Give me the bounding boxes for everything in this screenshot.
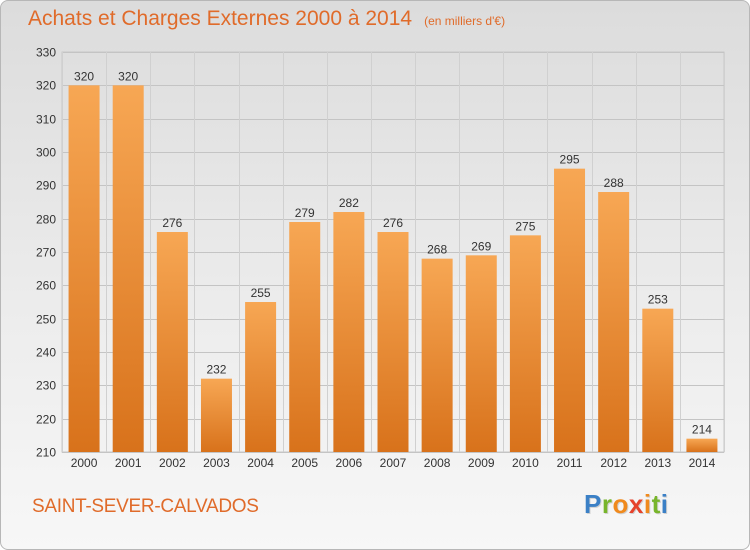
bar-value-label: 320 (74, 69, 94, 83)
x-tick-label: 2001 (115, 456, 142, 470)
bar (245, 302, 277, 452)
y-tick-label: 320 (36, 79, 56, 93)
bar-value-label: 255 (251, 286, 271, 300)
x-tick-label: 2009 (468, 456, 495, 470)
bar (421, 258, 453, 452)
bar-value-label: 276 (162, 216, 182, 230)
chart-unit: (en milliers d'€) (424, 14, 506, 28)
y-tick-label: 300 (36, 146, 56, 160)
x-tick-label: 2005 (291, 456, 318, 470)
x-tick-label: 2004 (247, 456, 274, 470)
y-tick-label: 220 (36, 413, 56, 427)
x-tick-label: 2014 (689, 456, 716, 470)
bar (554, 168, 586, 452)
bar (200, 378, 232, 452)
proxiti-logo: Proxiti (584, 489, 669, 519)
x-tick-label: 2003 (203, 456, 230, 470)
bar (465, 255, 497, 452)
chart-title: Achats et Charges Externes 2000 à 2014 (e… (28, 7, 505, 31)
bar (598, 192, 630, 452)
bar (333, 212, 365, 452)
x-tick-label: 2002 (159, 456, 186, 470)
x-tick-label: 2007 (380, 456, 407, 470)
y-tick-label: 330 (36, 46, 56, 60)
bar-value-label: 279 (295, 206, 315, 220)
y-tick-label: 290 (36, 179, 56, 193)
y-tick-label: 230 (36, 379, 56, 393)
bar-value-label: 232 (206, 363, 226, 377)
bar-value-label: 288 (604, 176, 624, 190)
y-tick-label: 210 (36, 446, 56, 460)
y-tick-label: 240 (36, 346, 56, 360)
bar (642, 308, 674, 452)
title-text: Achats et Charges Externes 2000 à 2014 (28, 7, 413, 30)
x-tick-label: 2006 (336, 456, 363, 470)
x-tick-label: 2010 (512, 456, 539, 470)
bar (68, 85, 100, 452)
x-tick-label: 2011 (557, 456, 583, 470)
bar-value-label: 275 (515, 219, 535, 233)
x-tick-label: 2013 (644, 456, 671, 470)
commune-name: SAINT-SEVER-CALVADOS (32, 496, 259, 517)
bar (156, 232, 188, 452)
x-tick-label: 2012 (600, 456, 627, 470)
bar (509, 235, 541, 452)
bar-value-label: 214 (692, 423, 712, 437)
x-tick-label: 2008 (424, 456, 451, 470)
y-tick-label: 250 (36, 313, 56, 327)
bar-value-label: 320 (118, 69, 138, 83)
x-tick-label: 2000 (71, 456, 98, 470)
bar-value-label: 253 (648, 293, 668, 307)
bar (289, 222, 321, 452)
y-tick-label: 280 (36, 213, 56, 227)
bar (112, 85, 144, 452)
bar-value-label: 268 (427, 243, 447, 257)
bar-value-label: 276 (383, 216, 403, 230)
bar (686, 438, 718, 452)
bar-value-label: 295 (560, 153, 580, 167)
bar-value-label: 269 (471, 239, 491, 253)
bar-value-label: 282 (339, 196, 359, 210)
bar (377, 232, 409, 452)
y-tick-label: 260 (36, 279, 56, 293)
y-tick-label: 310 (36, 113, 56, 127)
y-tick-label: 270 (36, 246, 56, 260)
